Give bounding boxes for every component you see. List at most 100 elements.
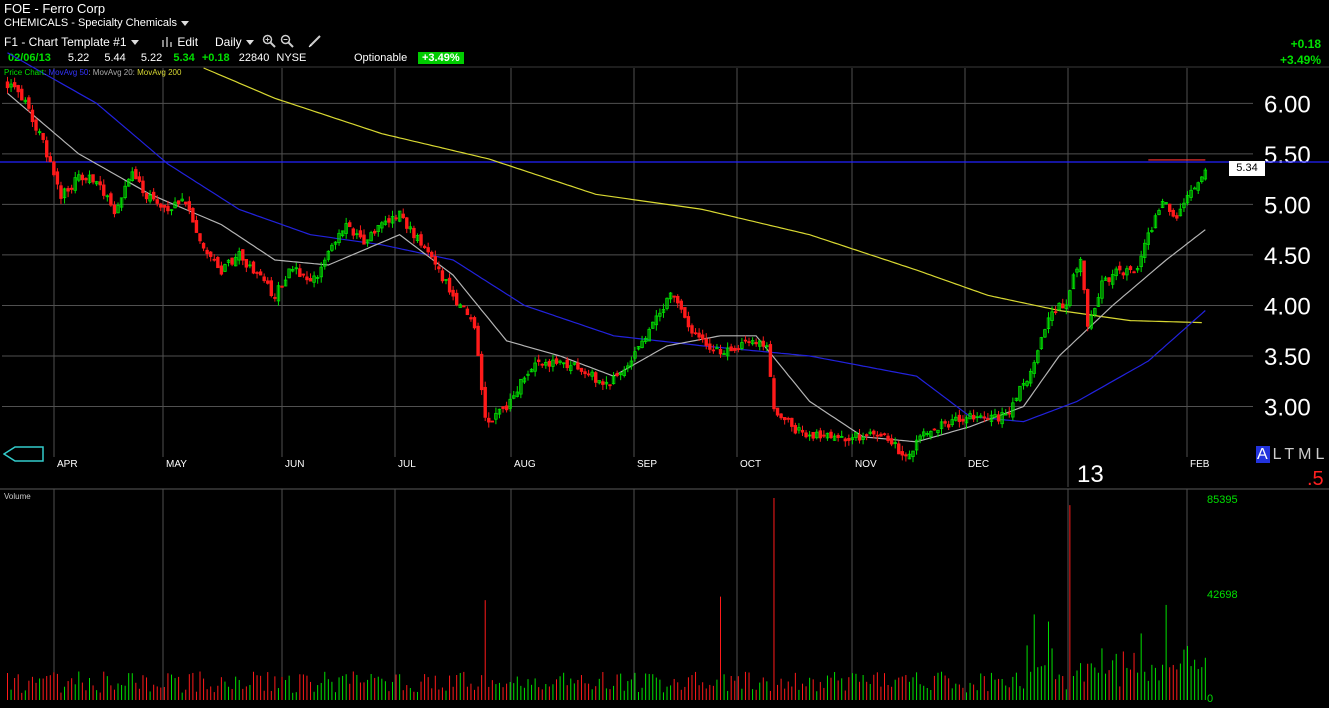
candle-body	[469, 317, 473, 320]
candle-body	[946, 424, 951, 428]
candle-body	[98, 181, 102, 186]
candle-body	[668, 292, 673, 300]
candle-body	[397, 210, 402, 222]
candle-body	[290, 269, 295, 272]
candle-body	[1025, 381, 1029, 386]
template-dropdown[interactable]: F1 - Chart Template #1	[4, 35, 139, 49]
candle-body	[383, 220, 388, 225]
month-label: OCT	[740, 459, 761, 470]
quote-close: 5.34	[173, 52, 195, 64]
candle-body	[155, 199, 159, 204]
candle-body	[226, 259, 231, 263]
candle-body	[558, 360, 562, 363]
candle-body	[287, 268, 291, 279]
candle-body	[729, 346, 733, 352]
candle-body	[889, 438, 894, 445]
candle-body	[540, 363, 544, 366]
candle-body	[1178, 208, 1183, 217]
candle-body	[700, 334, 705, 340]
candle-body	[1143, 242, 1147, 258]
company-label: Ferro Corp	[42, 1, 106, 16]
draw-pen-icon[interactable]	[308, 34, 322, 53]
candle-body	[123, 185, 127, 198]
candle-body	[408, 226, 413, 230]
candle-body	[1018, 385, 1022, 401]
candle-body	[412, 227, 416, 239]
candle-body	[512, 395, 516, 399]
candle-body	[793, 425, 798, 434]
candle-body	[501, 406, 505, 409]
candle-body	[961, 418, 965, 422]
candle-body	[77, 174, 81, 181]
candle-body	[636, 346, 641, 350]
candle-body	[515, 391, 519, 397]
candle-body	[87, 174, 92, 183]
candle-body	[5, 81, 10, 89]
candle-body	[351, 228, 356, 236]
candle-body	[576, 362, 580, 370]
candle-body	[847, 438, 851, 441]
candle-body	[209, 251, 213, 257]
zoom-out-icon[interactable]	[280, 34, 294, 53]
candle-body	[48, 156, 52, 163]
candle-body	[922, 431, 926, 437]
last-price-tag: 5.34	[1229, 161, 1265, 176]
candle-body	[422, 245, 427, 249]
candle-body	[864, 434, 869, 437]
candle-body	[112, 204, 117, 215]
candle-body	[604, 381, 609, 385]
candle-body	[16, 85, 20, 93]
scroll-handle[interactable]	[2, 446, 45, 467]
candle-body	[262, 276, 266, 282]
candle-body	[932, 428, 937, 431]
candle-body	[184, 201, 188, 205]
candle-body	[797, 427, 801, 431]
y-tick-label: 4.00	[1264, 293, 1311, 320]
candle-body	[975, 416, 979, 419]
candle-body	[116, 204, 120, 214]
legend-ma50: MovAvg 50	[48, 68, 89, 77]
candle-body	[1110, 274, 1115, 285]
candle-body	[1032, 362, 1036, 374]
candle-body	[119, 197, 124, 208]
bar-chart-icon	[162, 37, 172, 47]
candle-body	[444, 279, 448, 281]
candle-body	[102, 184, 106, 196]
candle-body	[187, 201, 192, 211]
candle-body	[1014, 397, 1019, 401]
quote-bar: 02/06/13 5.22 5.44 5.22 5.34 +0.18 22840…	[8, 52, 306, 64]
candle-body	[134, 169, 138, 180]
candle-body	[1125, 268, 1129, 276]
change-pct: +3.49%	[1279, 53, 1321, 67]
candle-body	[415, 235, 420, 241]
altml-toggle[interactable]: A LTML	[1256, 446, 1328, 464]
candle-body	[37, 131, 42, 134]
candle-body	[266, 280, 270, 284]
y-tick-label: 3.50	[1264, 344, 1311, 371]
candle-body	[608, 384, 612, 387]
candle-body	[1075, 268, 1079, 273]
candle-body	[230, 257, 234, 265]
zoom-in-icon[interactable]	[262, 34, 276, 53]
candle-body	[273, 297, 277, 299]
candle-body	[800, 429, 805, 433]
y-tick-label: 5.50	[1264, 142, 1311, 169]
candle-body	[494, 412, 498, 420]
edit-button[interactable]: Edit	[162, 35, 198, 49]
candle-body	[269, 280, 274, 297]
candle-body	[779, 413, 783, 419]
altml-a: A	[1256, 446, 1270, 463]
change-abs: +0.18	[1290, 37, 1321, 51]
period-dropdown[interactable]: Daily	[215, 35, 254, 49]
candle-body	[622, 369, 626, 377]
candle-body	[105, 195, 110, 198]
candle-body	[594, 372, 598, 383]
candle-body	[23, 99, 28, 103]
industry-dropdown[interactable]: CHEMICALS - Specialty Chemicals	[4, 17, 189, 29]
candle-body	[80, 174, 85, 181]
candle-body	[790, 417, 794, 427]
candle-body	[904, 454, 908, 457]
candle-body	[201, 242, 206, 249]
candle-body	[968, 413, 972, 420]
